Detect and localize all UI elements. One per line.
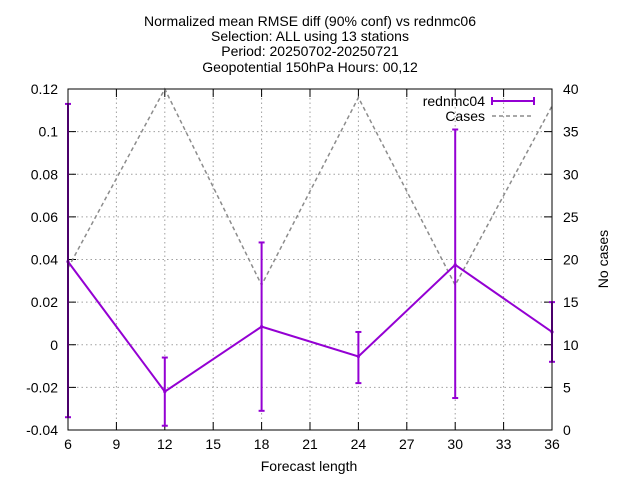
x-tick-label: 9: [113, 436, 121, 452]
x-tick-label: 21: [302, 436, 318, 452]
y2-tick-label: 30: [563, 166, 579, 182]
data-point-rednmc04: [356, 354, 360, 359]
x-tick-label: 36: [544, 436, 560, 452]
y-tick-label: -0.04: [26, 422, 58, 438]
x-tick-label: 18: [254, 436, 270, 452]
x-tick-label: 33: [496, 436, 512, 452]
y2-tick-label: 20: [563, 252, 579, 268]
y2-tick-label: 40: [563, 81, 579, 97]
y-tick-label: 0.02: [31, 294, 58, 310]
title-line-1: Normalized mean RMSE diff (90% conf) vs …: [144, 13, 476, 29]
chart-title: Normalized mean RMSE diff (90% conf) vs …: [144, 13, 476, 75]
legend-label-cases: Cases: [445, 108, 485, 124]
y-tick-label: -0.02: [26, 379, 58, 395]
x-tick-label: 24: [351, 436, 367, 452]
y-tick-label: 0.04: [31, 252, 58, 268]
data-point-rednmc04: [260, 325, 264, 329]
y2-tick-label: 10: [563, 337, 579, 353]
legend-sample-rednmc04: [491, 97, 535, 105]
y2-axis-ticks: 0 5 10 15 20 25 30 35 40: [544, 81, 579, 438]
legend: rednmc04 Cases: [423, 93, 535, 124]
x-tick-label: 6: [64, 436, 72, 452]
plot-frame: [67, 88, 553, 431]
series-line-rednmc04: [67, 261, 553, 393]
data-point-rednmc04: [453, 263, 457, 267]
y-tick-label: 0: [50, 337, 58, 353]
y2-tick-label: 0: [563, 422, 571, 438]
x-tick-label: 12: [157, 436, 173, 452]
y-tick-label: 0.12: [31, 81, 58, 97]
grid: [68, 89, 552, 430]
y-tick-label: 0.08: [31, 166, 58, 182]
y2-tick-label: 35: [563, 124, 579, 140]
y-axis-ticks: -0.04 -0.02 0 0.02 0.04 0.06 0.08 0.1 0.12: [26, 81, 76, 438]
title-line-3: Period: 20250702-20250721: [221, 43, 399, 59]
legend-label-rednmc04: rednmc04: [423, 93, 485, 109]
x-tick-label: 27: [399, 436, 415, 452]
y2-tick-label: 5: [563, 379, 571, 395]
series-line-cases: [67, 87, 553, 287]
title-line-2: Selection: ALL using 13 stations: [211, 28, 409, 44]
title-line-4: Geopotential 150hPa Hours: 00,12: [202, 59, 418, 75]
x-tick-label: 30: [447, 436, 463, 452]
x-axis-label: Forecast length: [261, 458, 358, 474]
y-tick-label: 0.1: [39, 124, 59, 140]
data-point-rednmc04: [163, 390, 167, 394]
x-tick-label: 15: [205, 436, 221, 452]
x-axis-ticks: 6 9 12 15 18 21 24 27 30 33 36: [64, 89, 560, 452]
y-tick-label: 0.06: [31, 209, 58, 225]
y2-tick-label: 15: [563, 294, 579, 310]
y2-tick-label: 25: [563, 209, 579, 225]
y2-axis-label: No cases: [595, 230, 611, 288]
